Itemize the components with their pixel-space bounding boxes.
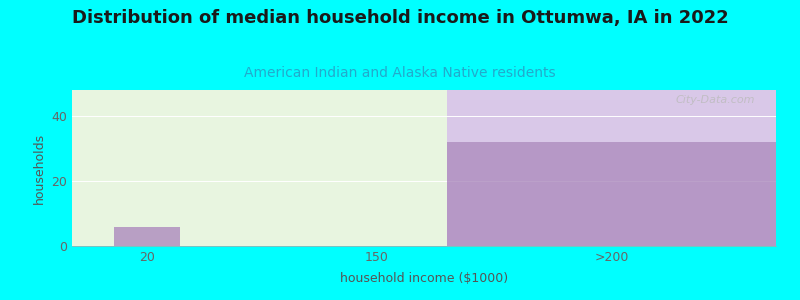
Bar	[72, 90, 776, 122]
Text: City-Data.com: City-Data.com	[675, 95, 755, 105]
Bar	[447, 142, 776, 246]
Text: Distribution of median household income in Ottumwa, IA in 2022: Distribution of median household income …	[72, 9, 728, 27]
Text: American Indian and Alaska Native residents: American Indian and Alaska Native reside…	[244, 66, 556, 80]
Bar	[114, 226, 180, 246]
Bar	[447, 90, 776, 246]
Y-axis label: households: households	[33, 132, 46, 204]
Bar	[72, 90, 447, 246]
X-axis label: household income ($1000): household income ($1000)	[340, 272, 508, 285]
